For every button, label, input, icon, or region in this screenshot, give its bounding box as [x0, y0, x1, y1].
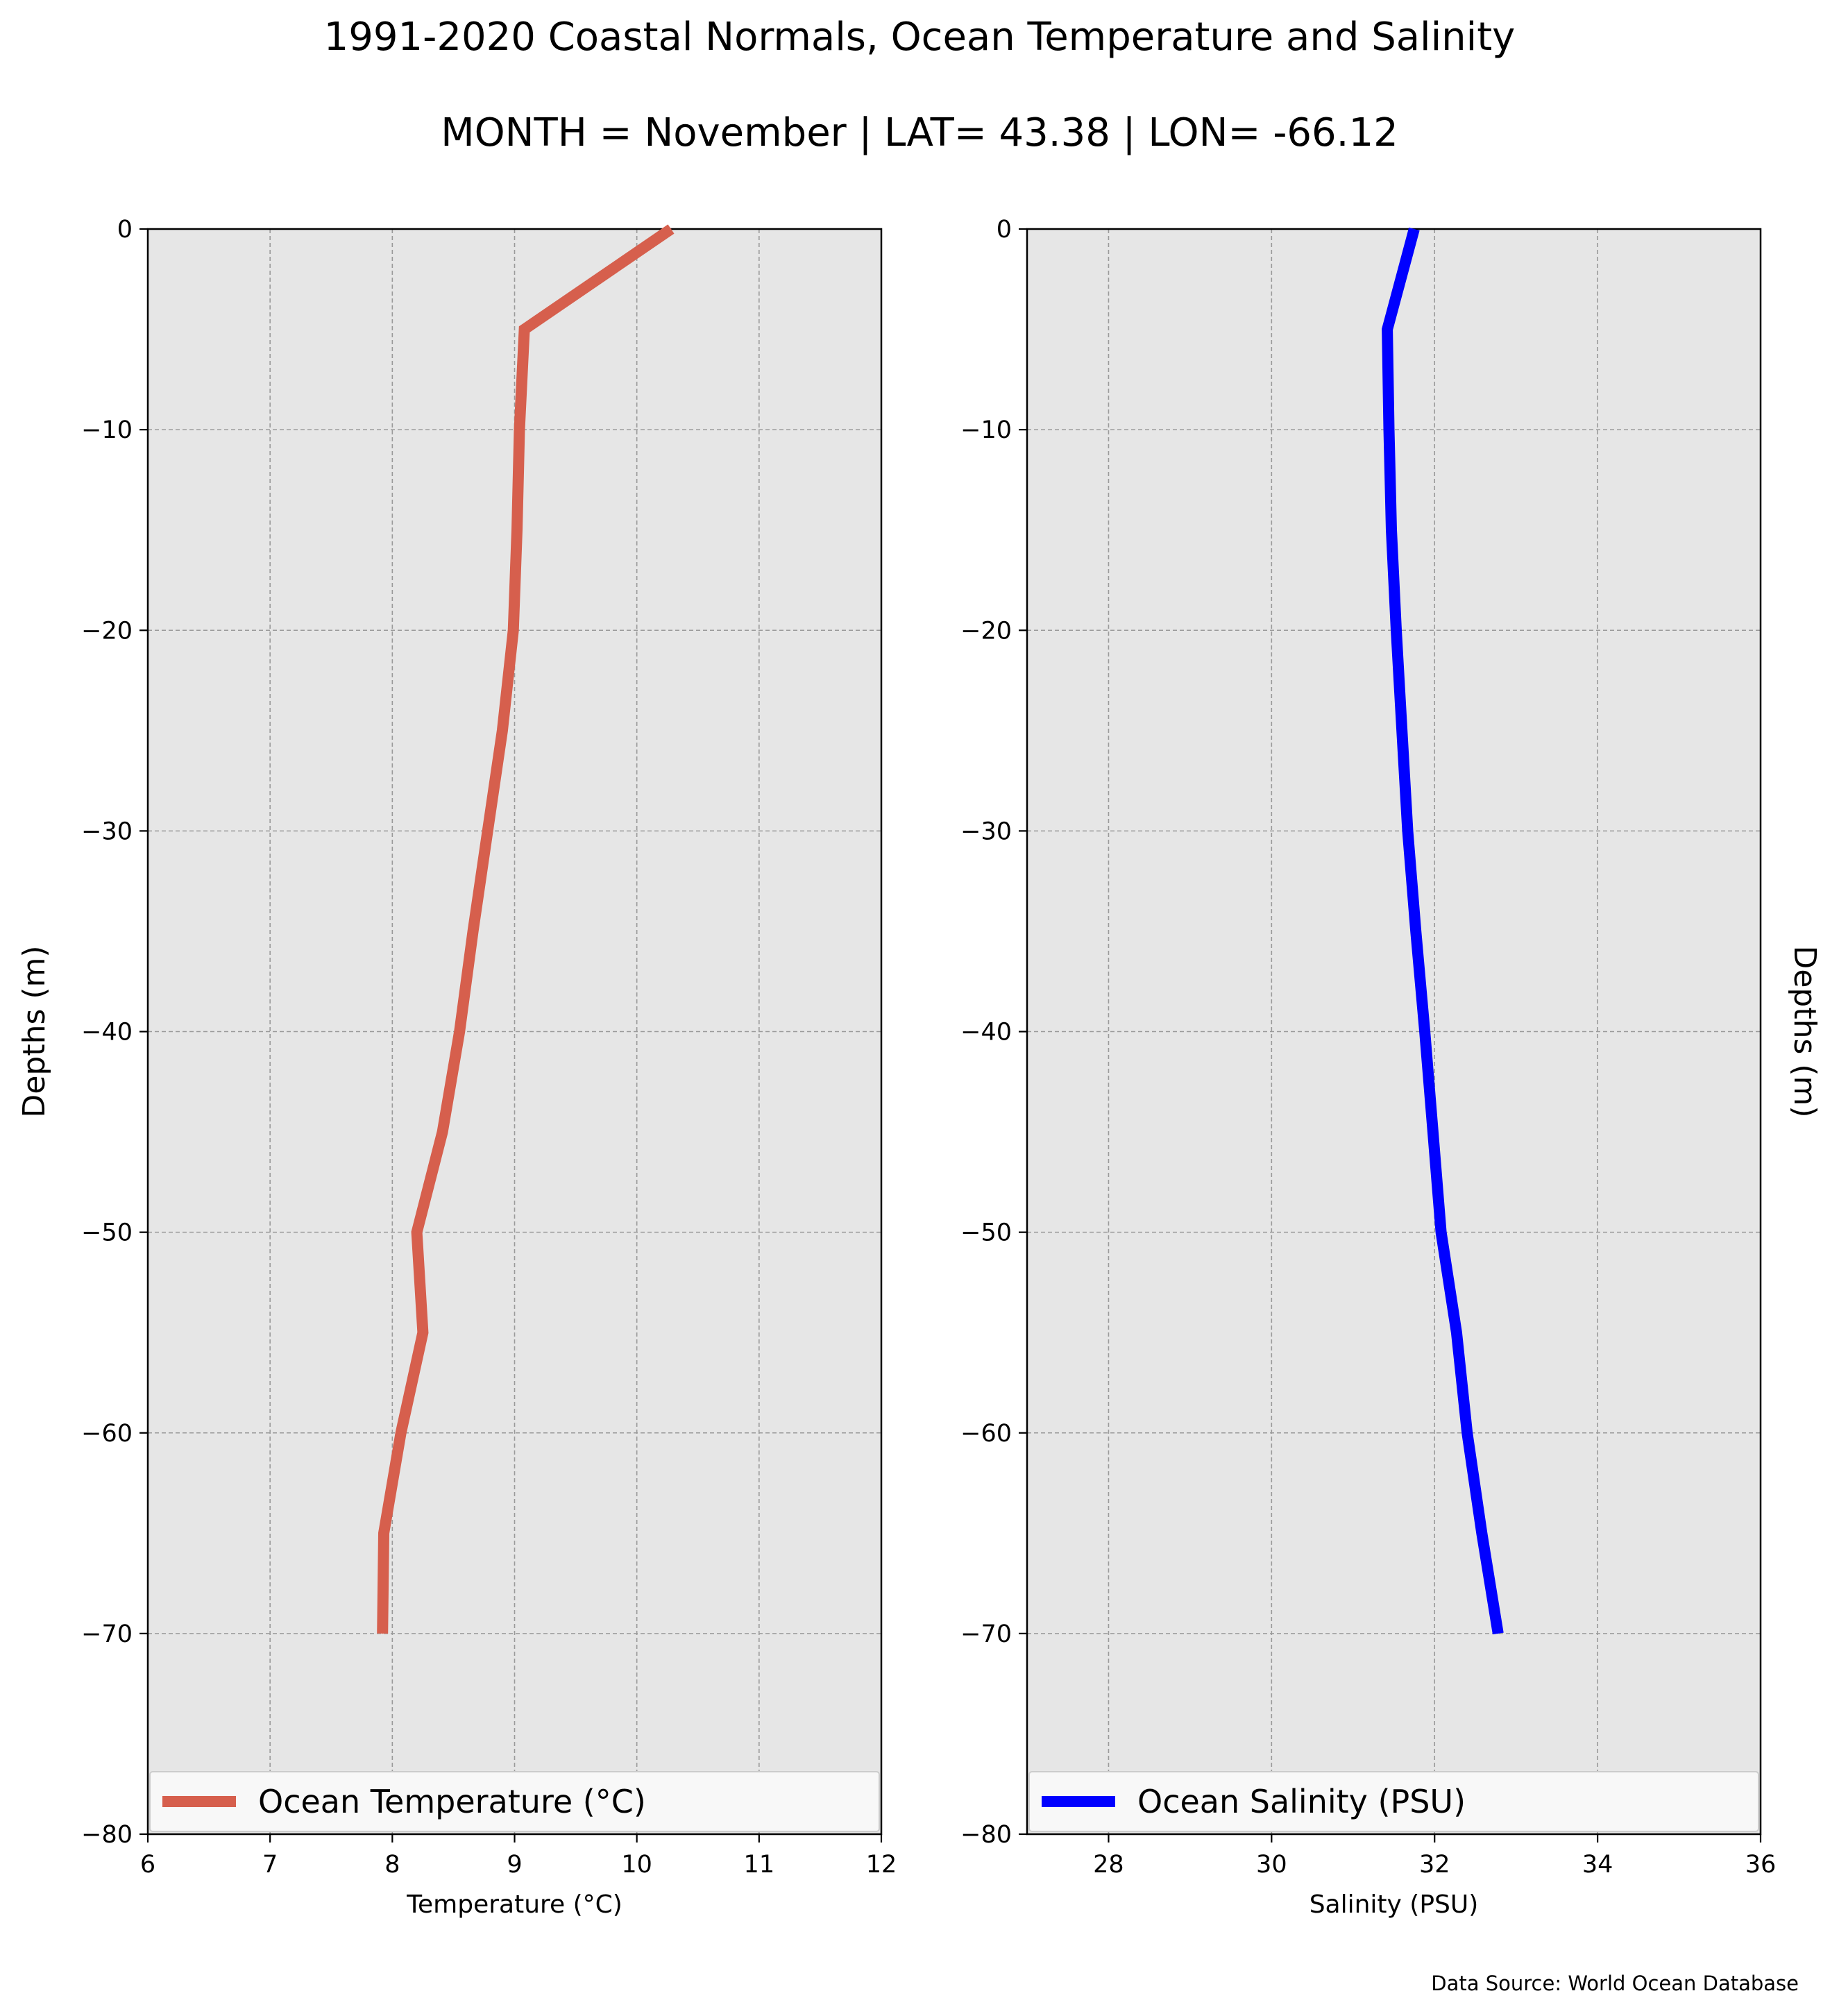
- y-tick-label: −30: [81, 818, 133, 845]
- data-point: [416, 1232, 418, 1233]
- y-tick-label: −40: [960, 1019, 1012, 1047]
- x-tick-label: 36: [1745, 1851, 1777, 1879]
- data-source-note: Data Source: World Ocean Database: [1431, 1972, 1799, 1995]
- y-axis-label: Depths (m): [1787, 945, 1822, 1117]
- data-point: [1456, 1332, 1457, 1333]
- y-tick-label: −70: [81, 1620, 133, 1648]
- legend-box: [1028, 1771, 1759, 1832]
- chart-subtitle: MONTH = November | LAT= 43.38 | LON= -66…: [441, 110, 1398, 155]
- y-axis-label: Depths (m): [17, 945, 52, 1117]
- y-tick-label: −50: [81, 1219, 133, 1247]
- x-tick-label: 7: [262, 1851, 278, 1879]
- x-tick-label: 30: [1256, 1851, 1287, 1879]
- y-tick-label: −20: [81, 617, 133, 645]
- x-tick-label: 6: [140, 1851, 155, 1879]
- x-axis-label: Temperature (°C): [406, 1890, 622, 1919]
- x-tick-label: 9: [507, 1851, 522, 1879]
- x-tick-label: 10: [621, 1851, 652, 1879]
- x-tick-label: 12: [866, 1851, 897, 1879]
- salinity-panel: 28 30 32 34 36 0 −10 −20 −30 −40 −50 −60 −70 −80 Salin…: [960, 216, 1822, 1919]
- chart-title: 1991-2020 Coastal Normals, Ocean Tempera…: [324, 15, 1516, 60]
- legend: Ocean Temperature (°C): [149, 1771, 880, 1832]
- y-tick-label: −10: [81, 416, 133, 444]
- temperature-panel: 6 7 8 9 10 11 12 0 −10 −20 −30 −40 −50 −60 −70 −80 Tempe…: [17, 216, 897, 1919]
- legend-label: Ocean Salinity (PSU): [1137, 1783, 1466, 1820]
- y-tick-label: −20: [960, 617, 1012, 645]
- y-tick-label: −60: [960, 1420, 1012, 1448]
- y-tick-label: −30: [960, 818, 1012, 845]
- legend: Ocean Salinity (PSU): [1028, 1771, 1759, 1832]
- x-tick-label: 11: [744, 1851, 775, 1879]
- data-point: [670, 228, 672, 230]
- data-point: [459, 1031, 460, 1032]
- y-tick-label: −50: [960, 1219, 1012, 1247]
- legend-label: Ocean Temperature (°C): [258, 1783, 646, 1820]
- x-tick-label: 32: [1419, 1851, 1450, 1879]
- data-point: [513, 629, 514, 631]
- x-tick-label: 34: [1582, 1851, 1613, 1879]
- y-tick-label: −60: [81, 1420, 133, 1448]
- data-point: [1396, 629, 1397, 631]
- data-point: [382, 1633, 383, 1634]
- data-point: [1432, 1131, 1434, 1133]
- data-point: [1387, 329, 1388, 330]
- x-axis-label: Salinity (PSU): [1310, 1890, 1479, 1919]
- x-tick-label: 8: [384, 1851, 400, 1879]
- y-tick-label: 0: [997, 216, 1012, 244]
- data-point: [1466, 1432, 1468, 1434]
- legend-box: [149, 1771, 880, 1832]
- y-tick-label: −80: [960, 1821, 1012, 1849]
- data-point: [442, 1131, 443, 1133]
- x-tick-label: 28: [1093, 1851, 1124, 1879]
- y-tick-label: −40: [81, 1019, 133, 1047]
- y-tick-label: −10: [960, 416, 1012, 444]
- data-point: [400, 1432, 402, 1434]
- y-tick-label: 0: [117, 216, 133, 244]
- data-point: [524, 329, 525, 330]
- y-tick-label: −80: [81, 1821, 133, 1849]
- y-tick-label: −70: [960, 1620, 1012, 1648]
